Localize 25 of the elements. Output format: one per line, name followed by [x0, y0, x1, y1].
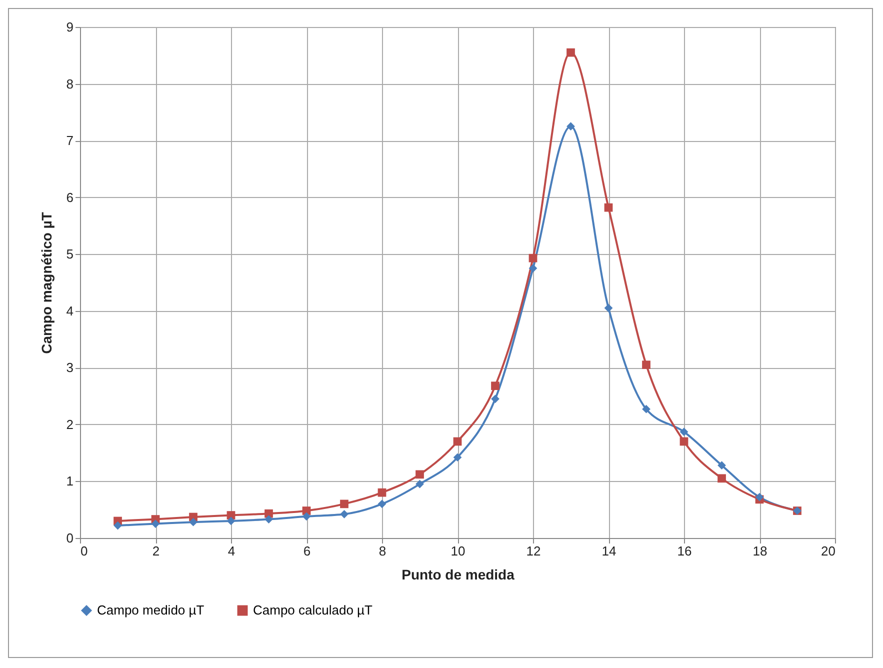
x-tick-label: 4	[228, 544, 236, 558]
y-tick-label: 8	[66, 76, 74, 92]
y-tick-label: 3	[66, 360, 74, 376]
x-tick-label: 14	[602, 544, 616, 558]
y-tick-label: 9	[66, 20, 74, 34]
x-tick-label: 18	[752, 544, 768, 558]
y-tick-label: 7	[66, 133, 74, 148]
x-tick-label: 10	[450, 544, 466, 558]
x-axis-title: Punto de medida	[402, 566, 515, 582]
y-tick-label: 0	[66, 530, 74, 546]
x-tick-label: 12	[526, 544, 541, 558]
y-tick-label: 1	[66, 474, 74, 489]
legend-label: Campo medido µT	[97, 602, 204, 618]
x-tick-label: 2	[152, 544, 160, 558]
y-tick-label: 4	[66, 303, 74, 318]
y-tick-label: 2	[66, 416, 74, 432]
x-tick-label: 8	[378, 544, 386, 558]
y-tick-label: 5	[66, 246, 74, 262]
x-tick-label: 20	[821, 544, 836, 558]
y-axis-title: Campo magnético µT	[38, 212, 54, 354]
y-tick-label: 6	[66, 190, 74, 205]
x-tick-label: 0	[80, 544, 88, 558]
x-tick-label: 6	[303, 544, 311, 558]
legend-label: Campo calculado µT	[253, 602, 373, 618]
x-tick-label: 16	[677, 544, 692, 558]
